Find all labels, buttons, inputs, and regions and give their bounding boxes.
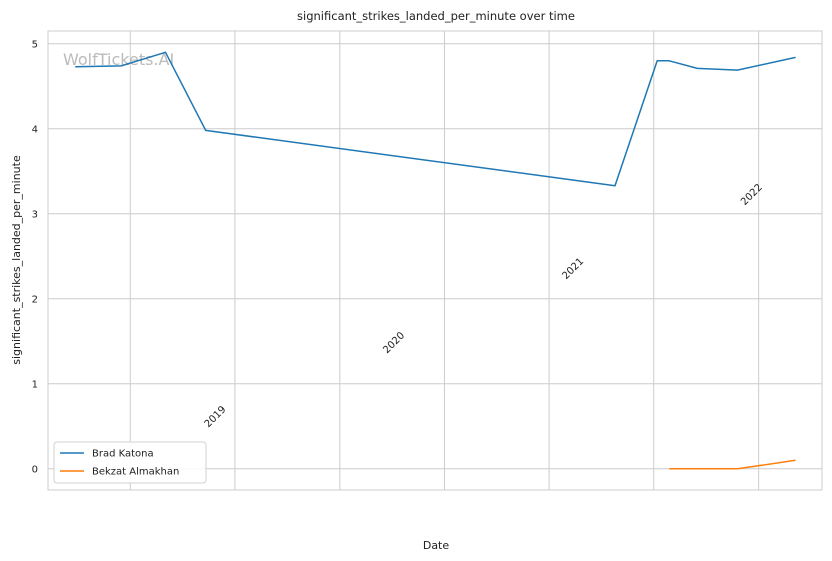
legend: Brad Katona Bekzat Almakhan	[53, 441, 207, 484]
y-axis: 0 1 2 3 4 5	[32, 39, 38, 475]
legend-label: Brad Katona	[92, 449, 154, 460]
legend-label: Bekzat Almakhan	[92, 467, 179, 478]
series-line	[669, 459, 796, 470]
y-axis-label: significant_strikes_landed_per_minute	[10, 155, 23, 365]
series-line	[75, 51, 796, 187]
plot-area	[47, 30, 823, 491]
y-tick-label: 1	[32, 379, 38, 390]
chart-title: significant_strikes_landed_per_minute ov…	[297, 9, 575, 23]
y-tick-label: 0	[32, 464, 38, 475]
watermark: WolfTickets.AI	[63, 50, 174, 69]
legend-box	[53, 441, 207, 484]
series-lines	[75, 51, 796, 470]
x-axis-label: Date	[423, 539, 450, 552]
y-tick-label: 2	[32, 294, 38, 305]
y-tick-label: 3	[32, 209, 38, 220]
grid	[48, 31, 822, 490]
y-tick-label: 4	[32, 124, 38, 135]
y-tick-label: 5	[32, 39, 38, 50]
